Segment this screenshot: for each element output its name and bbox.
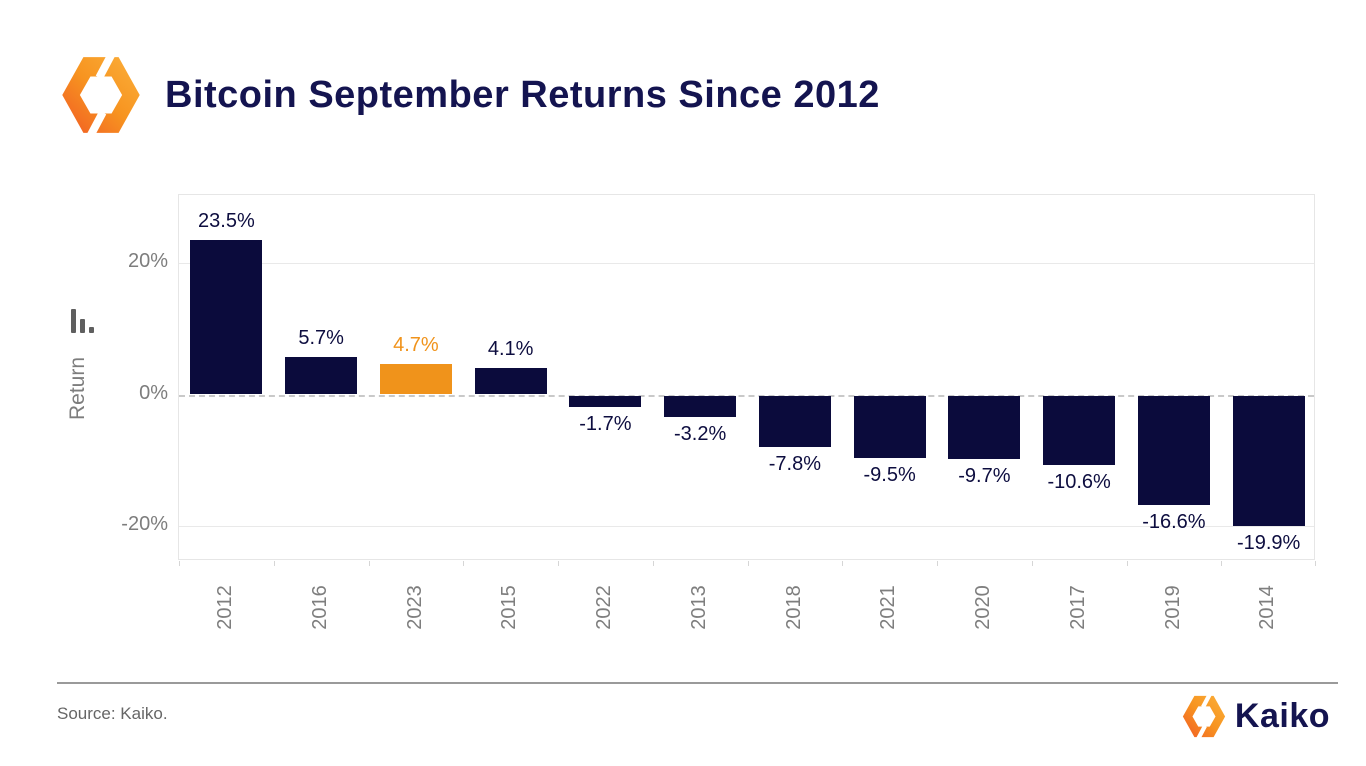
bar-value-label: -7.8% — [768, 452, 821, 475]
x-axis-labels: 2012 2016 2023 2015 2022 2013 2018 2021 2020 2017… — [178, 568, 1315, 646]
x-axis-label-2013: 2013 — [687, 584, 710, 630]
y-axis-title: Return — [66, 356, 89, 420]
x-axis-tick — [179, 561, 180, 566]
bar-value-label: 5.7% — [298, 327, 344, 350]
x-axis-tick — [1031, 561, 1033, 566]
plot-area: 23.5% 5.7% 4.7% 4.1% -1.7% -3.2% -7.8% -9.5% -9.… — [178, 194, 1316, 566]
x-axis-label-2015: 2015 — [498, 584, 521, 630]
x-axis-tick — [558, 561, 559, 566]
bar-value-label: -19.9% — [1236, 532, 1301, 555]
bar-2012[interactable] — [190, 239, 263, 395]
bar-value-label: -9.7% — [958, 465, 1011, 488]
bar-2017[interactable] — [1043, 395, 1116, 466]
x-axis-tick — [937, 561, 938, 566]
bar-2015[interactable] — [474, 367, 547, 395]
x-axis-tick — [463, 561, 465, 566]
x-axis-label-2021: 2021 — [877, 584, 900, 630]
bar-2013[interactable] — [664, 395, 737, 417]
bar-value-label: -16.6% — [1142, 510, 1206, 533]
x-axis-tick — [842, 561, 844, 566]
x-axis-tick — [652, 561, 654, 566]
y-tick-label: 20% — [127, 250, 168, 272]
x-axis-tick — [1126, 561, 1128, 566]
bar-value-label: 4.1% — [487, 337, 534, 360]
bar-value-label: -3.2% — [674, 422, 727, 445]
x-axis-label-2019: 2019 — [1161, 584, 1184, 630]
x-axis-tick — [368, 561, 370, 566]
bar-value-label: 4.7% — [393, 333, 439, 356]
x-axis-label-2016: 2016 — [308, 584, 331, 630]
kaiko-logo-icon — [62, 50, 140, 140]
footer-divider — [57, 682, 1338, 684]
x-axis-tick — [747, 561, 749, 566]
bar-2018[interactable] — [758, 395, 831, 447]
y-tick-label: -20% — [121, 513, 168, 535]
bar-2020[interactable] — [948, 395, 1021, 460]
page-title: Bitcoin September Returns Since 2012 — [165, 74, 880, 116]
bar-value-label: -9.5% — [863, 463, 916, 486]
gridline-20% — [179, 263, 1314, 264]
y-tick-label: 0% — [139, 381, 168, 404]
gridline-0% — [179, 394, 1314, 397]
x-axis-label-2018: 2018 — [782, 584, 805, 630]
x-axis-label-2020: 2020 — [971, 584, 994, 630]
kaiko-brand-logo: Kaiko — [1180, 692, 1330, 741]
x-axis-label-2022: 2022 — [592, 584, 615, 630]
x-axis-label-2023: 2023 — [403, 584, 426, 630]
bar-value-label: -10.6% — [1047, 471, 1111, 494]
bar-2019[interactable] — [1137, 395, 1210, 505]
source-note: Source: Kaiko. — [57, 704, 168, 723]
bar-2016[interactable] — [285, 357, 358, 395]
bar-2022[interactable] — [569, 395, 642, 407]
bar-2014[interactable] — [1232, 395, 1305, 527]
x-axis-tick — [1221, 561, 1223, 566]
bar-value-label: -1.7% — [579, 412, 632, 435]
kaiko-wordmark: Kaiko — [1234, 697, 1330, 735]
x-axis-label-2012: 2012 — [213, 584, 236, 630]
bar-value-label: 23.5% — [198, 209, 255, 232]
bar-2023[interactable] — [379, 363, 452, 395]
bar-2021[interactable] — [853, 395, 926, 458]
x-axis-tick — [273, 561, 275, 566]
kaiko-logo-icon — [1182, 692, 1226, 741]
x-axis-label-2017: 2017 — [1066, 584, 1089, 630]
x-axis-label-2014: 2014 — [1256, 584, 1279, 630]
mini-bar-chart-icon[interactable] — [71, 309, 95, 335]
x-axis-tick — [1315, 561, 1316, 566]
gridline--20% — [179, 526, 1314, 527]
